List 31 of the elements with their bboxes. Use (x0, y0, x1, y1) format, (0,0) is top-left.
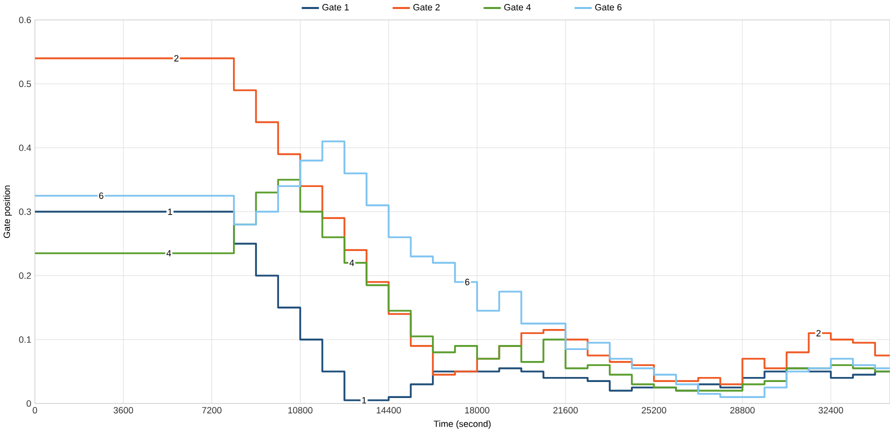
x-tick-label: 21600 (553, 406, 578, 414)
x-tick-label: 7200 (202, 406, 222, 414)
x-tick-label: 32400 (818, 406, 844, 414)
y-tick-label: 0.1 (19, 336, 31, 343)
annotation: 6 (465, 278, 470, 286)
x-tick-label: 10800 (288, 406, 312, 414)
annotation: 2 (816, 330, 821, 336)
y-axis-title: Gate position (3, 186, 12, 238)
annotation: 4 (166, 250, 172, 256)
y-tick-label: 0.5 (19, 80, 31, 87)
annotation: 6 (99, 192, 104, 199)
legend-label: Gate 4 (504, 4, 531, 10)
y-tick-label: 0.2 (19, 272, 31, 279)
x-tick-label: 3600 (114, 406, 134, 414)
x-tick-label: 25200 (642, 406, 666, 414)
y-tick-label: 0.6 (19, 16, 31, 24)
x-tick-label: 0 (32, 406, 38, 414)
annotation: 1 (362, 397, 366, 404)
x-axis-title: Time (second) (434, 420, 491, 429)
legend-label: Gate 2 (413, 4, 440, 10)
legend-label: Gate 1 (322, 4, 349, 10)
y-tick-label: 0.3 (19, 208, 31, 215)
annotation: 2 (174, 55, 178, 62)
x-tick-label: 14400 (376, 406, 401, 414)
annotation: 1 (168, 208, 172, 215)
annotation: 4 (349, 260, 354, 266)
x-tick-label: 28800 (730, 406, 755, 414)
legend-label: Gate 6 (595, 4, 622, 10)
y-tick-label: 0 (26, 400, 31, 407)
x-tick-label: 18000 (465, 406, 490, 414)
y-tick-label: 0.4 (19, 144, 32, 151)
